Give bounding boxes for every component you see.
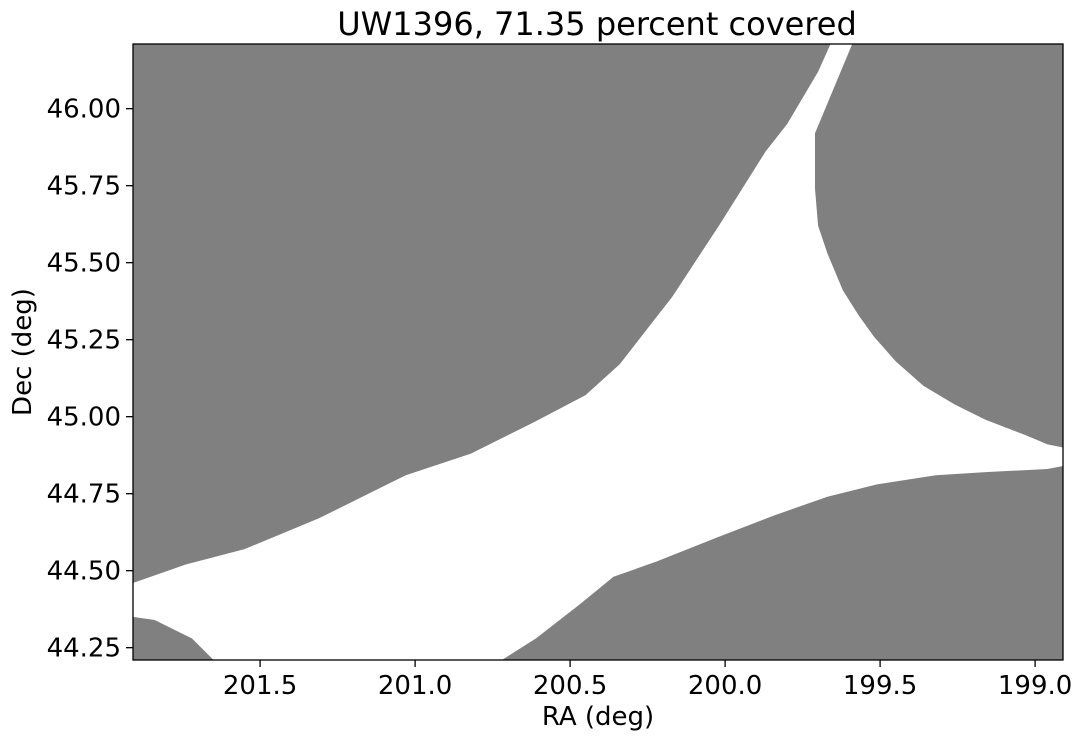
y-axis-label: Dec (deg) (8, 288, 38, 416)
plot-frame (132, 43, 1064, 661)
coverage-region (815, 44, 1063, 448)
coverage-region (133, 44, 831, 583)
x-axis: 201.5 201.0 200.5 200.0 199.5 199.0 (223, 660, 1072, 701)
x-tick-label: 199.5 (843, 671, 917, 701)
x-tick-label: 200.0 (688, 671, 762, 701)
y-tick-label: 45.00 (47, 403, 121, 433)
y-tick-label: 45.50 (47, 249, 121, 279)
coverage-region (501, 466, 1063, 660)
plot-area (133, 44, 1063, 660)
chart-title: UW1396, 71.35 percent covered (337, 5, 857, 43)
x-tick-label: 199.0 (998, 671, 1072, 701)
y-tick-label: 44.50 (47, 557, 121, 587)
x-axis-label: RA (deg) (542, 702, 654, 732)
y-tick-label: 45.25 (47, 326, 121, 356)
coverage-region (133, 616, 214, 660)
x-tick-label: 201.5 (223, 671, 297, 701)
y-tick-label: 44.25 (47, 634, 121, 664)
y-tick-label: 44.75 (47, 480, 121, 510)
y-axis: 44.25 44.50 44.75 45.00 45.25 45.50 45.75 46.00 (47, 95, 133, 664)
y-tick-label: 45.75 (47, 172, 121, 202)
y-tick-label: 46.00 (47, 95, 121, 125)
x-tick-label: 201.0 (378, 671, 452, 701)
x-tick-label: 200.5 (533, 671, 607, 701)
